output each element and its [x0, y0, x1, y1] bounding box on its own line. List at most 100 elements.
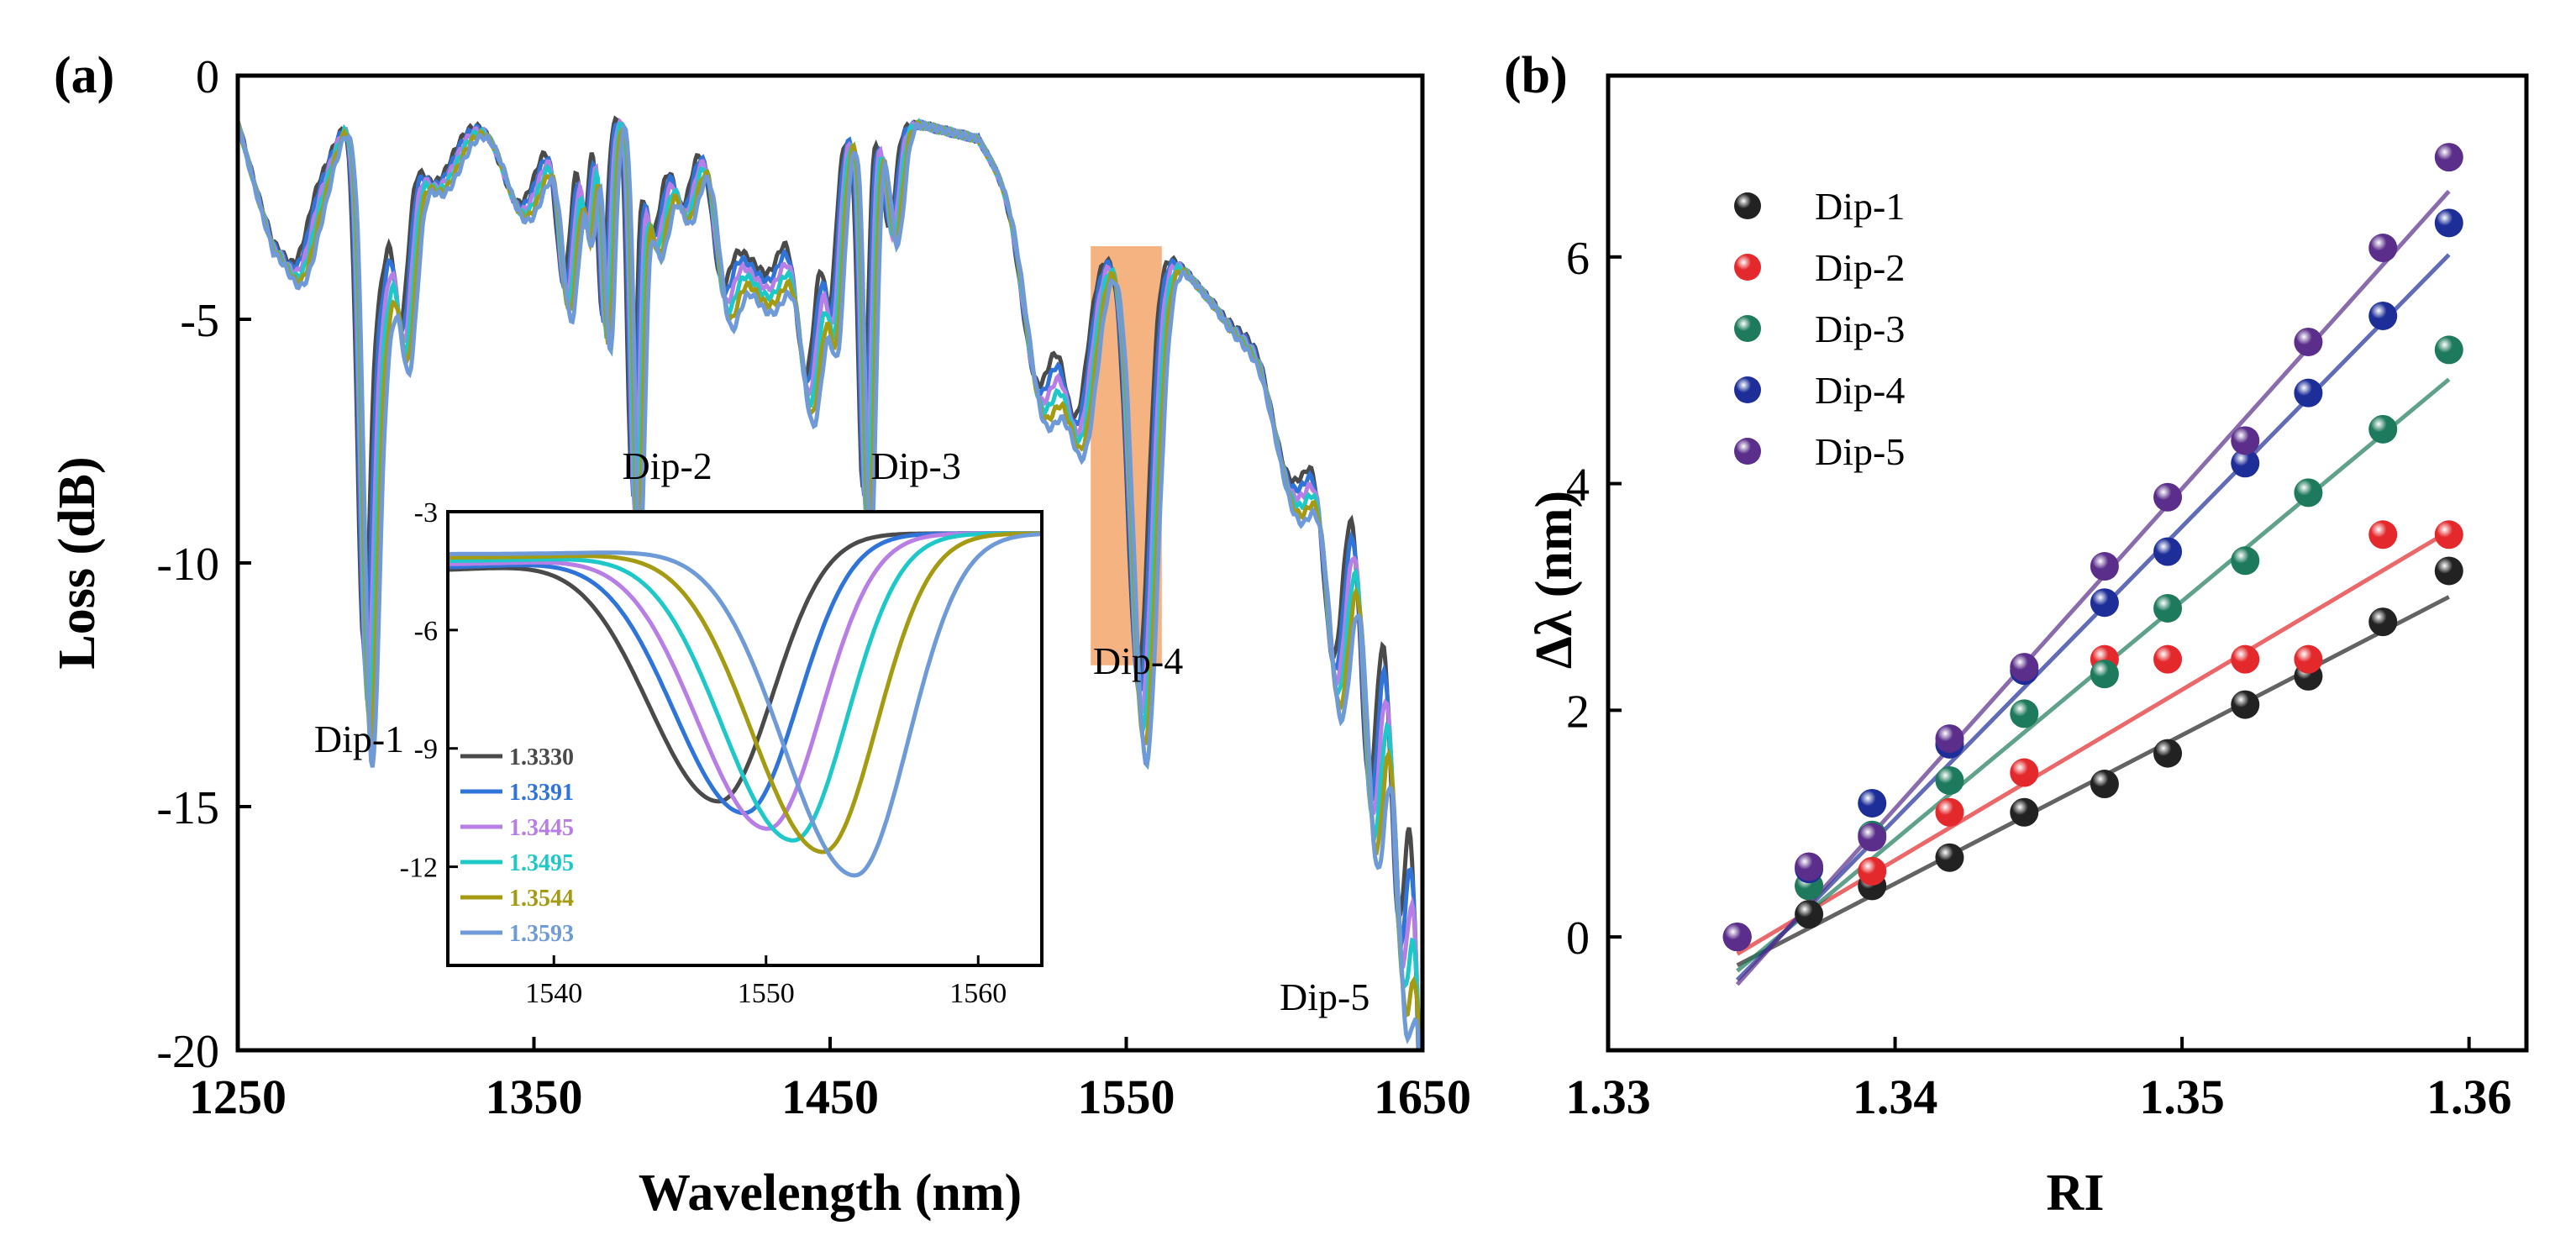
data-point-dip-2 [1935, 797, 1964, 827]
panel-b-legend: Dip-1 Dip-2 Dip-3 Dip-4 Dip-5 [1734, 185, 1905, 473]
inset-legend: 1.3330 1.3391 1.3445 1.3495 1.3544 1.3593 [460, 744, 574, 947]
x-tick-label: 1550 [1078, 1070, 1175, 1124]
panel-b-scatter-chart: (b) 1.33 1.34 1.35 1.36 0 2 4 6 RI Δλ (nm) Dip… [1504, 47, 2529, 1222]
inset-line-1.3593 [448, 532, 1042, 878]
inset-legend-label: 1.3544 [509, 886, 574, 912]
panel-b-plot-frame [1606, 73, 2529, 1053]
y-tick-label: -15 [156, 782, 219, 834]
x-tick-label: 1.35 [2139, 1070, 2225, 1124]
panel-b-x-ticks: 1.33 1.34 1.35 1.36 [1565, 1037, 2511, 1124]
legend-marker-dip-1 [1734, 192, 1761, 219]
panel-b-y-axis-label: Δλ (nm) [1526, 491, 1583, 669]
legend-label-dip-1: Dip-1 [1815, 185, 1905, 228]
y-tick-label: -10 [156, 539, 219, 591]
panel-a-label: (a) [54, 47, 114, 104]
inset-y-tick-label: -6 [414, 616, 438, 647]
panel-a-line-chart: (a) 1250 1350 1450 1550 1650 0 -5 -10 -15 -20 Wa… [49, 47, 1471, 1222]
x-tick-label: 1.34 [1853, 1070, 1938, 1124]
data-point-dip-5 [2231, 426, 2260, 455]
annotation-dip-1: Dip-1 [314, 718, 404, 760]
panel-a-y-axis-label: Loss (dB) [49, 456, 106, 669]
annotation-dip-4: Dip-4 [1093, 639, 1183, 682]
inset-legend-label: 1.3391 [509, 780, 574, 806]
x-tick-label: 1250 [189, 1070, 287, 1124]
legend-marker-dip-4 [1734, 376, 1761, 403]
inset-legend-label: 1.3495 [509, 850, 574, 876]
fit-line-dip-4 [1735, 253, 2451, 982]
inset-frame [446, 510, 1044, 967]
data-point-dip-4 [2231, 449, 2260, 478]
panel-a-x-axis-label: Wavelength (nm) [639, 1165, 1022, 1222]
data-point-dip-2 [1858, 856, 1887, 886]
spectrum-line-1.3593 [238, 120, 1422, 1050]
data-point-dip-5 [2153, 482, 2183, 512]
y-tick-label: -5 [180, 295, 219, 347]
panel-a-y-ticks: 0 -5 -10 -15 -20 [156, 51, 251, 1078]
data-point-dip-4 [1858, 788, 1887, 818]
inset-x-tick-label: 1550 [738, 978, 795, 1009]
inset-y-ticks: -3 -6 -9 -12 [400, 497, 458, 884]
data-point-dip-4 [2434, 208, 2463, 238]
data-point-dip-2 [2153, 644, 2183, 674]
y-tick-label: 0 [196, 51, 219, 103]
data-point-dip-1 [1935, 843, 1964, 872]
y-tick-label: 2 [1566, 686, 1590, 738]
fit-line-dip-2 [1736, 529, 2451, 956]
data-point-dip-2 [2294, 644, 2323, 674]
data-point-dip-3 [2294, 478, 2323, 507]
inset-line-1.3544 [448, 531, 1042, 855]
legend-marker-dip-3 [1734, 315, 1761, 342]
data-point-dip-5 [2434, 143, 2463, 172]
data-point-dip-3 [2368, 414, 2398, 444]
y-tick-label: 0 [1566, 912, 1590, 965]
data-point-dip-1 [2231, 690, 2260, 719]
panel-a-x-ticks: 1250 1350 1450 1550 1650 [189, 1037, 1471, 1124]
x-tick-label: 1450 [781, 1070, 879, 1124]
legend-label-dip-2: Dip-2 [1815, 246, 1905, 289]
panel-b-x-axis-label: RI [2047, 1165, 2105, 1222]
data-point-dip-1 [1795, 900, 1824, 929]
y-tick-label: -20 [156, 1026, 219, 1078]
annotation-dip-5: Dip-5 [1280, 975, 1369, 1018]
inset-x-ticks: 1540 1550 1560 [525, 955, 1007, 1009]
inset-chart: 1540 1550 1560 -3 -6 -9 -12 1.3330 1.3391 1.344… [400, 497, 1044, 1009]
x-tick-label: 1.36 [2426, 1070, 2512, 1124]
legend-marker-dip-5 [1734, 438, 1761, 465]
y-tick-label: 4 [1566, 460, 1590, 512]
panel-a-dip-annotations: Dip-1 Dip-2 Dip-3 Dip-4 Dip-5 [314, 444, 1369, 1018]
inset-x-tick-label: 1540 [525, 978, 582, 1009]
data-point-dip-2 [2368, 520, 2398, 550]
data-point-dip-1 [2090, 770, 2119, 799]
data-point-dip-1 [2434, 556, 2463, 586]
inset-y-tick-label: -9 [414, 734, 438, 765]
panel-b-fit-lines [1735, 189, 2451, 986]
legend-label-dip-5: Dip-5 [1815, 430, 1905, 473]
inset-legend-label: 1.3445 [509, 815, 574, 841]
data-point-dip-5 [2010, 653, 2039, 682]
data-point-dip-2 [2010, 758, 2039, 787]
data-point-dip-3 [1935, 765, 1964, 795]
panel-a-spectra [238, 115, 1422, 1050]
data-point-dip-5 [1795, 852, 1824, 881]
x-tick-label: 1350 [486, 1070, 583, 1124]
y-tick-label: 6 [1566, 233, 1590, 285]
annotation-dip-2: Dip-2 [622, 444, 712, 487]
inset-background [448, 512, 1042, 965]
inset-spectra [448, 531, 1042, 878]
data-point-dip-3 [2231, 546, 2260, 576]
panel-b-y-ticks: 0 2 4 6 [1566, 233, 1622, 965]
data-point-dip-1 [2368, 607, 2398, 637]
data-point-dip-4 [2294, 378, 2323, 408]
data-point-dip-3 [2434, 335, 2463, 365]
data-point-dip-2 [2231, 644, 2260, 674]
x-tick-label: 1.33 [1565, 1070, 1651, 1124]
legend-marker-dip-2 [1734, 254, 1761, 281]
inset-y-tick-label: -3 [414, 497, 438, 528]
data-point-dip-2 [2434, 520, 2463, 550]
annotation-dip-3: Dip-3 [871, 444, 961, 487]
data-point-dip-5 [2294, 327, 2323, 356]
data-point-dip-5 [1935, 724, 1964, 754]
x-tick-label: 1650 [1374, 1070, 1471, 1124]
legend-label-dip-4: Dip-4 [1815, 369, 1905, 412]
